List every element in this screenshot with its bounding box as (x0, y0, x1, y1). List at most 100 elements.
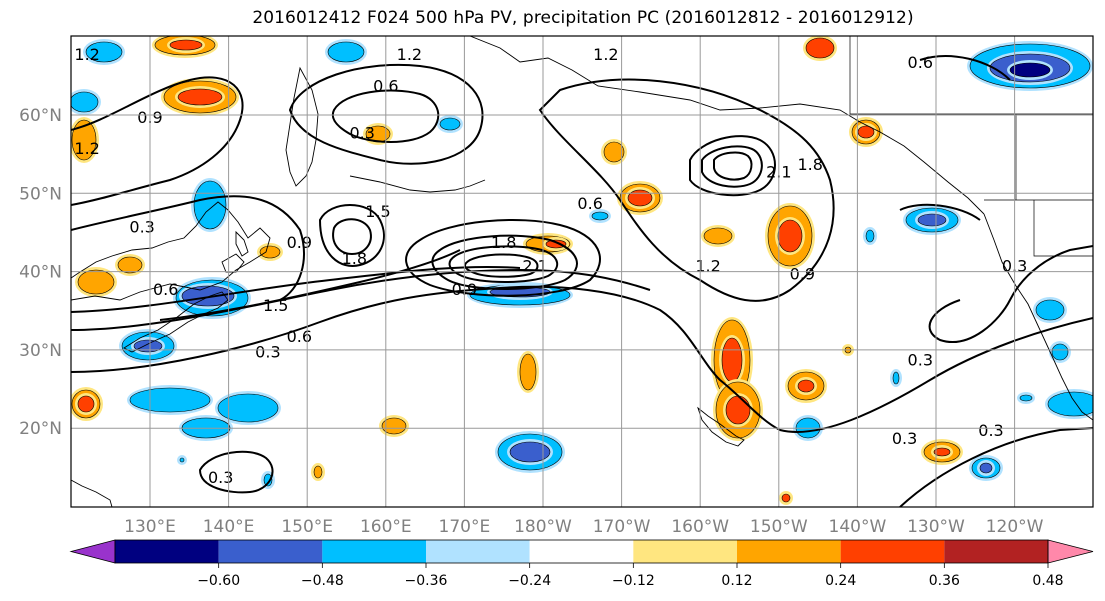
contour-pv-trough-alaska (538, 78, 835, 302)
coastline-alaska (469, 36, 985, 215)
colorbar-extend-max (1047, 539, 1094, 564)
contour-label: 0.3 (908, 351, 933, 370)
negative-pc-region (181, 285, 235, 307)
colorbar-tick-label: −0.48 (301, 573, 344, 589)
longitude-label: 140°W (829, 517, 887, 537)
positive-pc-region (71, 119, 97, 161)
positive-pc-region (519, 353, 537, 391)
longitude-label: 150°W (750, 517, 808, 537)
colorbar-tick-label: 0.48 (1032, 573, 1063, 589)
coastline-aleutians (349, 175, 486, 193)
negative-pc-region (979, 462, 993, 474)
map-frame (70, 35, 1094, 508)
colorbar-extend-min (69, 539, 116, 564)
contour-labels: 1.2 0.9 1.2 1.2 1.2 0.6 0.6 0.3 0.3 0.9 1.8 1.5 1.5 0… (74, 45, 1027, 487)
coastline-hawaii (697, 406, 745, 447)
positive-pc-region (313, 465, 323, 479)
contour-label: 0.6 (577, 194, 602, 213)
colorbar-tick-label: 0.12 (721, 573, 752, 589)
chart-title: 2016012412 F024 500 hPa PV, precipitatio… (252, 8, 914, 28)
coastline-kamchatka (285, 66, 319, 187)
negative-pc-region (129, 387, 211, 413)
coastline-sakhalin (235, 230, 249, 257)
contour-label: 1.8 (491, 233, 516, 252)
contour-pv-ne-arc (919, 55, 1011, 81)
colorbar-tick-label: −0.60 (197, 573, 240, 589)
contour-pv-north-ridge-inner (331, 89, 440, 143)
latitude-label: 20°N (19, 419, 62, 439)
contour-pv-low-pacific-inner-1 (431, 234, 578, 290)
gridlines (71, 36, 1093, 507)
contour-pv-low-pacific-outer (405, 219, 601, 297)
positive-pc-region (703, 227, 733, 245)
latitude-labels: 60°N 50°N 40°N 30°N 20°N (19, 106, 62, 439)
latitude-label: 60°N (19, 106, 62, 126)
contour-pv-low-kuril-inner (332, 218, 372, 256)
longitude-label: 170°E (439, 517, 491, 537)
longitude-label: 130°W (907, 517, 965, 537)
contour-label: 1.5 (263, 296, 288, 315)
contour-label: 1.8 (798, 155, 823, 174)
negative-pc-region (1051, 343, 1069, 361)
negative-pc-region (1019, 394, 1033, 402)
positive-pc-region (77, 269, 115, 295)
positive-pc-region (259, 245, 281, 259)
positive-pc-region (603, 141, 625, 163)
coastline-japan (123, 291, 229, 353)
colorbar-tick-label: −0.12 (612, 573, 655, 589)
positive-pc-region (725, 395, 751, 425)
colorbar-segment (426, 540, 530, 563)
colorbar-tick-label: 0.36 (929, 573, 960, 589)
longitude-label: 180°W (514, 517, 572, 537)
colorbar-segment (633, 540, 737, 563)
latitude-label: 30°N (19, 341, 62, 361)
positive-pc-region (177, 88, 223, 106)
contour-label: 0.3 (978, 421, 1003, 440)
negative-pc-region (71, 91, 99, 113)
negative-pc-region (509, 441, 551, 463)
positive-pc-region (117, 256, 143, 274)
contour-pv-east-0.3 (899, 203, 1093, 343)
contour-label: 0.3 (892, 429, 917, 448)
contour-label: 1.2 (397, 45, 422, 64)
negative-pc-region (85, 41, 123, 63)
negative-pc-region (439, 117, 461, 131)
contour-label: 0.3 (349, 123, 374, 142)
positive-pc-region (857, 125, 875, 139)
contour-label: 0.6 (908, 53, 933, 72)
positive-pc-region (797, 379, 815, 393)
contour-pv-0.9 (71, 265, 521, 313)
contour-pv-1.5 (159, 249, 461, 321)
contour-label: 0.3 (255, 343, 280, 362)
contour-label: 2.1 (522, 257, 547, 276)
longitude-label: 150°E (281, 517, 333, 537)
longitude-label: 170°W (593, 517, 651, 537)
contour-pv-low-alaska-inner-3 (713, 151, 753, 181)
contour-pv-west-0.3 (71, 195, 305, 301)
border-us-canada (849, 36, 1093, 115)
colorbar-segment (840, 540, 945, 563)
positive-pc-region (805, 37, 835, 59)
contour-pv-west-0.9 (71, 76, 244, 206)
negative-pc-region (892, 371, 900, 385)
border-interior (1015, 114, 1093, 257)
longitude-label: 130°E (124, 517, 176, 537)
positive-pc-region (781, 493, 791, 503)
coastline-hokkaido (221, 253, 245, 273)
colorbar-tick-label: −0.36 (405, 573, 448, 589)
coastline-asia (71, 201, 271, 301)
colorbar-segment (115, 540, 219, 563)
positive-pc-region (627, 189, 653, 207)
contour-pv-0.6 (71, 268, 651, 331)
contour-label: 0.3 (129, 217, 154, 236)
contour-pv-small-sw (198, 450, 274, 494)
longitude-labels: 130°E 140°E 150°E 160°E 170°E 180°W 170°W 160°W… (124, 517, 1044, 537)
longitude-label: 120°W (986, 517, 1044, 537)
colorbar-tick-label: 0.24 (825, 573, 856, 589)
contour-label: 0.9 (287, 233, 312, 252)
positive-pc-region (77, 395, 95, 413)
negative-pc-region (217, 393, 279, 423)
negative-pc-region (1047, 391, 1093, 417)
coastlines (71, 36, 1093, 507)
political-borders (849, 36, 1093, 257)
